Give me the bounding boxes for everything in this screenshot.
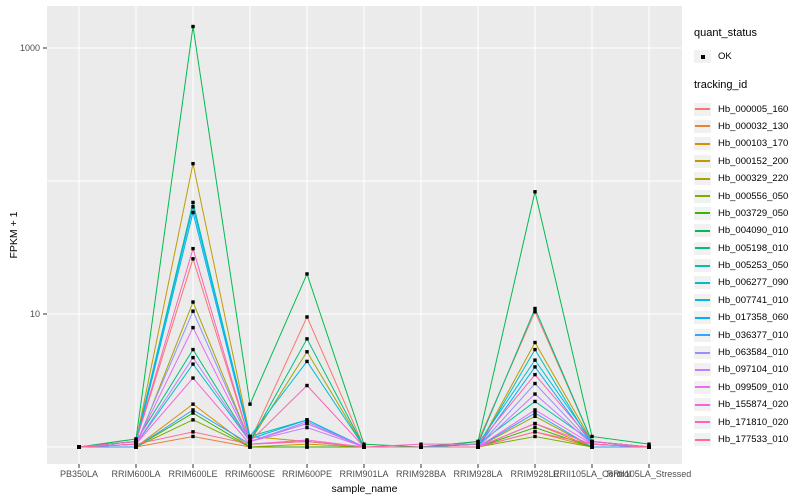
line-key-icon <box>694 276 711 290</box>
point-key-icon <box>694 50 711 64</box>
legend-item: Hb_005198_010 <box>694 240 798 257</box>
legend-item: Hb_017358_060 <box>694 309 798 326</box>
line-key-icon <box>694 415 711 429</box>
y-tick-label: 1000 <box>20 43 40 53</box>
x-tick-label: RRIM928BA <box>396 469 446 479</box>
legend-item-label: Hb_007741_010 <box>718 294 789 306</box>
legend-item-label: Hb_000005_160 <box>718 103 789 115</box>
line-key-icon <box>694 154 711 168</box>
data-points <box>77 24 651 449</box>
legend-item: Hb_000152_200 <box>694 153 798 170</box>
legend-item-label: Hb_000103_170 <box>718 138 789 150</box>
legend-item-label: OK <box>718 51 732 63</box>
legend-item: Hb_000329_220 <box>694 170 798 187</box>
x-tick-label: RRIM600PE <box>282 469 332 479</box>
legend: quant_status OK tracking_id Hb_000005_16… <box>694 27 798 462</box>
legend-item: Hb_000556_050 <box>694 187 798 204</box>
legend-item-label: Hb_000032_130 <box>718 120 789 132</box>
legend-item: Hb_097104_010 <box>694 361 798 378</box>
legend-item-label: Hb_006277_090 <box>718 277 789 289</box>
x-gridlines <box>78 6 650 464</box>
legend-item-ok: OK <box>694 48 798 65</box>
legend-item: Hb_099509_010 <box>694 379 798 396</box>
line-key-icon <box>694 363 711 377</box>
legend-item-label: Hb_004090_010 <box>718 225 789 237</box>
x-tick-label: PB350LA <box>60 469 98 479</box>
legend-item: Hb_005253_050 <box>694 257 798 274</box>
line-key-icon <box>694 328 711 342</box>
legend-item: Hb_003729_050 <box>694 205 798 222</box>
legend-item-label: Hb_063584_010 <box>718 347 789 359</box>
legend-item-label: Hb_005198_010 <box>718 242 789 254</box>
x-axis-title: sample_name <box>331 483 398 495</box>
legend-tracking-id: tracking_id Hb_000005_160 Hb_000032_130 Hb… <box>694 79 798 448</box>
x-tick-label: RRII105LA_Control <box>553 469 631 479</box>
legend-quant-title: quant_status <box>694 27 757 39</box>
legend-item-label: Hb_003729_050 <box>718 207 789 219</box>
line-key-icon <box>694 119 711 133</box>
y-tick-label: 10 <box>30 309 40 319</box>
legend-item: Hb_007741_010 <box>694 292 798 309</box>
x-tick-label: RRIM928LE <box>510 469 559 479</box>
line-key-icon <box>694 433 711 446</box>
legend-item: Hb_171810_020 <box>694 413 798 430</box>
legend-item-label: Hb_097104_010 <box>718 364 789 376</box>
legend-tracking-title: tracking_id <box>694 79 748 92</box>
x-tick-label: RRIM600LE <box>168 469 217 479</box>
legend-item: Hb_000103_170 <box>694 135 798 152</box>
legend-item: Hb_155874_020 <box>694 396 798 413</box>
legend-item-label: Hb_000329_220 <box>718 173 789 185</box>
x-tick-label: RRII105LA_Stressed <box>607 469 692 479</box>
line-key-icon <box>694 259 711 273</box>
legend-item: Hb_006277_090 <box>694 274 798 291</box>
legend-item-label: Hb_099509_010 <box>718 381 789 393</box>
legend-item: Hb_177533_010 <box>694 431 798 448</box>
line-key-icon <box>694 224 711 238</box>
legend-item-label: Hb_036377_010 <box>718 329 789 341</box>
legend-item-label: Hb_171810_020 <box>718 416 789 428</box>
line-key-icon <box>694 172 711 186</box>
line-key-icon <box>694 293 711 307</box>
legend-item: Hb_000005_160 <box>694 100 798 117</box>
legend-item: Hb_000032_130 <box>694 118 798 135</box>
legend-item-label: Hb_000152_200 <box>718 155 789 167</box>
x-tick-label: RRIM600SE <box>225 469 275 479</box>
y-axis-title: FPKM + 1 <box>8 211 20 259</box>
line-key-icon <box>694 102 711 116</box>
line-key-icon <box>694 346 711 360</box>
legend-tracking-list: Hb_000005_160 Hb_000032_130 Hb_000103_170 H… <box>694 100 798 448</box>
line-key-icon <box>694 206 711 220</box>
legend-item-label: Hb_000556_050 <box>718 190 789 202</box>
x-tick-label: RRIM901LA <box>339 469 388 479</box>
x-axis-ticks: PB350LA RRIM600LA RRIM600LE RRIM600SE RRIM60… <box>60 464 691 479</box>
legend-quant-status: quant_status OK <box>694 27 798 65</box>
line-key-icon <box>694 398 711 412</box>
legend-item-label: Hb_155874_020 <box>718 399 789 411</box>
legend-item-label: Hb_017358_060 <box>718 312 789 324</box>
x-tick-label: RRIM600LA <box>111 469 160 479</box>
line-key-icon <box>694 189 711 203</box>
y-axis-ticks: 10 1000 <box>20 43 47 319</box>
legend-item: Hb_063584_010 <box>694 344 798 361</box>
line-key-icon <box>694 137 711 151</box>
line-key-icon <box>694 380 711 394</box>
legend-item: Hb_036377_010 <box>694 326 798 343</box>
line-key-icon <box>694 311 711 325</box>
legend-item: Hb_004090_010 <box>694 222 798 239</box>
legend-item-label: Hb_005253_050 <box>718 260 789 272</box>
line-key-icon <box>694 241 711 255</box>
x-tick-label: RRIM928LA <box>453 469 502 479</box>
legend-item-label: Hb_177533_010 <box>718 434 789 445</box>
